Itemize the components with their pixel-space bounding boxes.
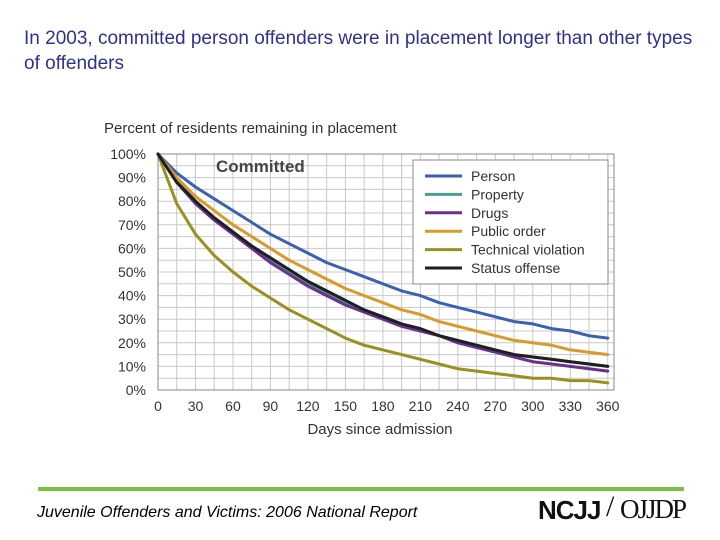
- legend: Person Property Drugs Public order Technical…: [412, 159, 609, 285]
- ncjj-logo: NCJJ: [538, 495, 601, 525]
- series-lines: [156, 152, 610, 385]
- plot-frame: [157, 153, 615, 391]
- x-tick-label: 360: [596, 398, 620, 414]
- chart: Percent of residents remaining in placem…: [104, 120, 620, 438]
- x-tick-labels: 0 30 60 90 120 150 180 210 240 270 300 330 360: [154, 398, 620, 414]
- legend-label: Drugs: [471, 205, 508, 221]
- y-tick-label: 100%: [110, 146, 146, 162]
- x-tick-label: 0: [154, 398, 162, 414]
- x-tick-label: 120: [296, 398, 320, 414]
- ojjdp-logo: OJJDP: [620, 494, 687, 524]
- y-tick-label: 20%: [118, 335, 146, 351]
- series-line-person: [156, 152, 610, 340]
- slide-title: In 2003, committed person offenders were…: [24, 28, 693, 74]
- legend-label: Public order: [471, 223, 546, 239]
- legend-label: Technical violation: [471, 242, 585, 258]
- legend-label: Person: [471, 168, 515, 184]
- series-line-technical-violation: [156, 152, 610, 385]
- legend-label: Property: [471, 186, 524, 202]
- x-tick-label: 60: [225, 398, 241, 414]
- x-tick-label: 30: [188, 398, 204, 414]
- legend-items: Person Property Drugs Public order Technical…: [425, 168, 585, 276]
- y-tick-label: 90%: [118, 170, 146, 186]
- y-tick-label: 30%: [118, 311, 146, 327]
- x-tick-label: 330: [559, 398, 583, 414]
- x-tick-label: 150: [334, 398, 358, 414]
- legend-box: [412, 159, 609, 285]
- footer-text: Juvenile Offenders and Victims: 2006 Nat…: [37, 504, 418, 521]
- y-tick-label: 10%: [118, 358, 146, 374]
- y-tick-labels: 0% 10% 20% 30% 40% 50% 60% 70% 80% 90% 100%: [110, 146, 146, 398]
- legend-label: Status offense: [471, 260, 560, 276]
- panel-label: Committed: [216, 157, 305, 176]
- x-tick-label: 240: [446, 398, 470, 414]
- y-tick-label: 0%: [126, 382, 146, 398]
- x-tick-label: 90: [263, 398, 279, 414]
- logo-slash: /: [606, 490, 615, 523]
- chart-title: Percent of residents remaining in placem…: [104, 120, 397, 137]
- series-line-status-offense: [156, 152, 610, 368]
- x-tick-label: 180: [371, 398, 395, 414]
- x-axis-label: Days since admission: [307, 421, 452, 438]
- y-tick-label: 60%: [118, 240, 146, 256]
- x-tick-label: 300: [521, 398, 545, 414]
- footer-divider: [38, 487, 684, 491]
- series-line-public-order: [156, 152, 610, 357]
- x-tick-label: 270: [484, 398, 508, 414]
- y-tick-label: 80%: [118, 193, 146, 209]
- y-tick-label: 70%: [118, 217, 146, 233]
- y-tick-label: 40%: [118, 288, 146, 304]
- series-line-drugs: [156, 152, 610, 373]
- x-tick-label: 210: [409, 398, 433, 414]
- y-tick-label: 50%: [118, 264, 146, 280]
